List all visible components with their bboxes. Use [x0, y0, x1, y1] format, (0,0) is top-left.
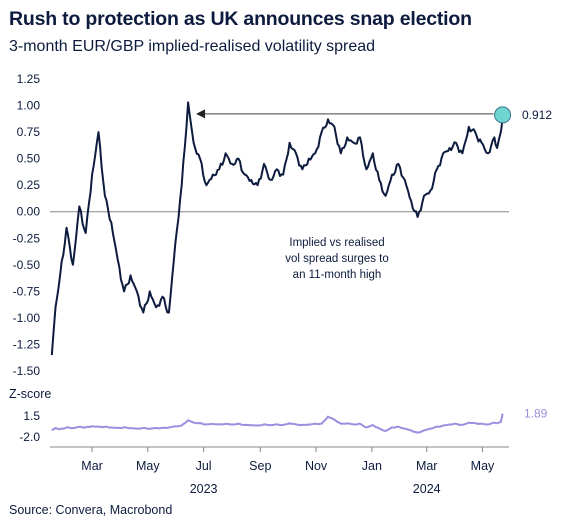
- arrow-head: [196, 109, 206, 119]
- x-tick-label: Sep: [249, 459, 271, 473]
- zscore-line: [51, 413, 504, 434]
- main-y-axis: 1.25 1.00 0.75 0.50 0.25 0.00 -0.25 -0.50 -0.75 -…: [13, 72, 41, 378]
- peak-arrow: [196, 109, 494, 119]
- y-tick-label: 0.25: [17, 178, 41, 192]
- y-tick-label: -0.50: [13, 258, 41, 272]
- y-tick-label: 1.25: [17, 72, 41, 86]
- x-tick-label: Mar: [81, 459, 103, 473]
- x-tick-label: May: [136, 459, 160, 473]
- y-tick-label: -1.25: [13, 337, 41, 351]
- y-tick-label: 1.00: [17, 99, 41, 113]
- x-tick-label: Jan: [362, 459, 382, 473]
- zscore-tick-label: 1.5: [23, 409, 40, 423]
- zscore-y-axis: 1.5 -2.0: [19, 409, 40, 444]
- chart-subtitle: 3-month EUR/GBP implied-realised volatil…: [9, 38, 376, 55]
- chart-title: Rush to protection as UK announces snap …: [9, 8, 472, 30]
- x-tick-label: Mar: [416, 459, 438, 473]
- zscore-end-label: 1.89: [524, 407, 548, 421]
- end-marker: [494, 106, 512, 124]
- x-axis: Mar May Jul Sep Nov Jan Mar May 2023 2024: [81, 447, 495, 496]
- x-tick-label: May: [471, 459, 495, 473]
- x-year-label: 2023: [190, 482, 218, 496]
- x-year-label: 2024: [413, 482, 441, 496]
- y-tick-label: 0.00: [17, 205, 41, 219]
- y-tick-label: -1.00: [13, 311, 41, 325]
- zscore-title: Z-score: [9, 387, 51, 401]
- x-tick-label: Nov: [305, 459, 328, 473]
- y-tick-label: 0.75: [17, 125, 41, 139]
- y-tick-label: -1.50: [13, 364, 41, 378]
- zscore-tick-label: -2.0: [19, 430, 40, 444]
- y-tick-label: 0.50: [17, 152, 41, 166]
- end-value-label: 0.912: [522, 108, 552, 122]
- main-series: [50, 101, 504, 356]
- source-note: Source: Convera, Macrobond: [9, 503, 173, 517]
- y-tick-label: -0.25: [13, 231, 41, 245]
- zscore-series: [51, 413, 504, 434]
- spread-line: [50, 101, 504, 356]
- chart-annotation: Implied vs realised vol spread surges to a…: [285, 237, 389, 281]
- x-tick-label: Jul: [196, 459, 212, 473]
- y-tick-label: -0.75: [13, 284, 41, 298]
